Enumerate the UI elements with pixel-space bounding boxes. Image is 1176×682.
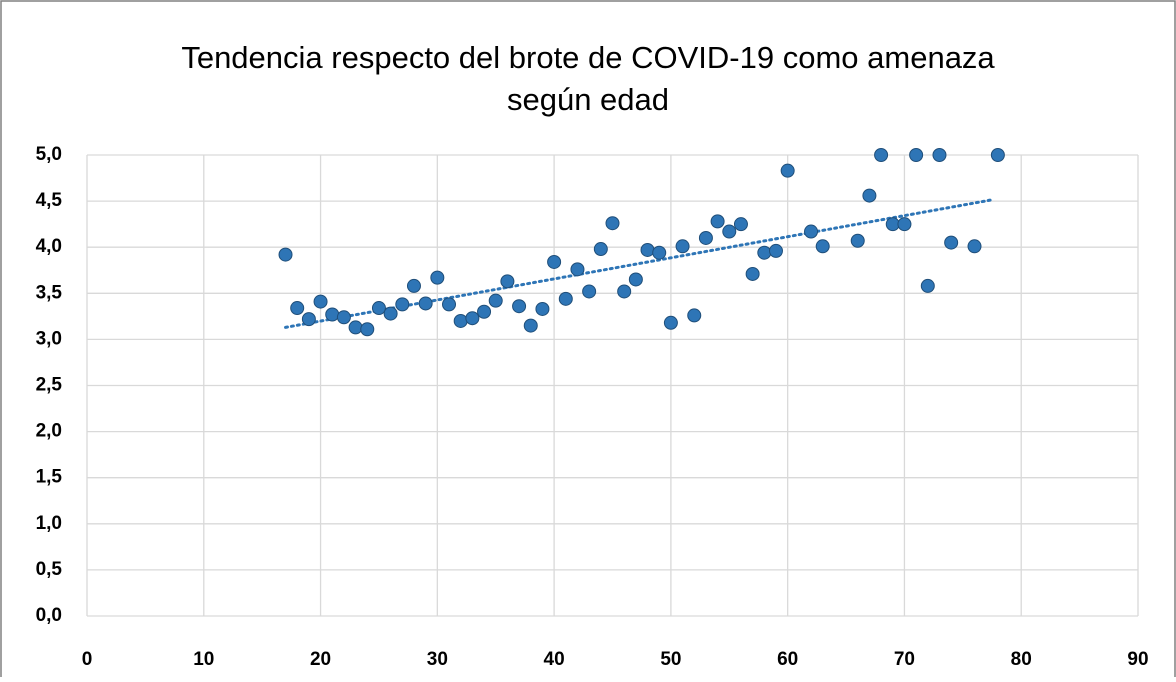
point: [909, 148, 924, 162]
point: [430, 270, 445, 285]
x-tick-label: 50: [660, 649, 681, 670]
point: [477, 304, 492, 319]
point: [371, 301, 386, 316]
point: [395, 297, 410, 312]
point: [547, 254, 562, 269]
point: [418, 296, 433, 311]
point: [605, 216, 620, 231]
point: [628, 272, 643, 287]
point: [290, 301, 305, 316]
point: [570, 262, 585, 277]
point: [815, 239, 830, 254]
point: [745, 266, 760, 281]
y-tick-label: 5,0: [36, 144, 62, 165]
point: [944, 235, 959, 250]
x-tick-label: 80: [1011, 649, 1032, 670]
point: [663, 315, 678, 330]
point: [442, 297, 457, 312]
point: [383, 306, 398, 321]
point: [768, 243, 783, 258]
point: [675, 239, 690, 254]
point: [885, 217, 900, 232]
y-tick-label: 3,5: [36, 282, 63, 303]
y-tick-label: 0,5: [36, 559, 63, 580]
point: [406, 278, 421, 293]
point: [850, 233, 865, 248]
chart-title: según edad: [507, 82, 669, 117]
point: [325, 307, 340, 322]
point: [523, 318, 538, 333]
point: [617, 284, 632, 299]
point: [722, 224, 737, 239]
point: [313, 294, 328, 309]
point: [804, 224, 819, 239]
point: [488, 293, 503, 308]
chart-title: Tendencia respecto del brote de COVID-19…: [181, 40, 995, 75]
y-tick-label: 0,0: [36, 605, 62, 626]
point: [640, 242, 655, 257]
point: [465, 311, 480, 326]
point: [687, 308, 702, 323]
x-tick-label: 40: [544, 649, 565, 670]
point: [535, 301, 550, 316]
x-tick-label: 30: [427, 649, 448, 670]
point: [967, 239, 982, 254]
point: [301, 312, 316, 327]
x-tick-label: 10: [193, 649, 214, 670]
y-tick-label: 2,5: [36, 375, 63, 396]
y-tick-label: 1,0: [36, 513, 62, 534]
x-tick-label: 70: [894, 649, 915, 670]
point: [874, 148, 889, 162]
point: [897, 217, 912, 232]
y-tick-label: 4,5: [36, 190, 63, 211]
point: [990, 148, 1005, 162]
point: [652, 245, 667, 260]
point: [453, 313, 468, 328]
x-tick-label: 20: [310, 649, 331, 670]
y-tick-label: 2,0: [36, 421, 62, 442]
point: [360, 322, 375, 337]
point: [558, 291, 573, 306]
point: [593, 242, 608, 257]
y-tick-label: 3,0: [36, 328, 62, 349]
x-tick-label: 60: [777, 649, 798, 670]
point: [582, 284, 597, 299]
point: [780, 163, 795, 178]
point: [932, 148, 947, 162]
point: [500, 274, 515, 289]
point: [512, 299, 527, 314]
x-tick-label: 90: [1127, 649, 1148, 670]
point: [733, 217, 748, 232]
point: [920, 278, 935, 293]
point: [757, 245, 772, 260]
point: [278, 247, 293, 262]
point: [862, 188, 877, 203]
point: [348, 320, 363, 335]
y-tick-label: 4,0: [36, 236, 62, 257]
point: [336, 310, 351, 325]
point: [710, 214, 725, 229]
y-tick-label: 1,5: [36, 467, 63, 488]
x-tick-label: 0: [82, 649, 93, 670]
point: [698, 230, 713, 245]
